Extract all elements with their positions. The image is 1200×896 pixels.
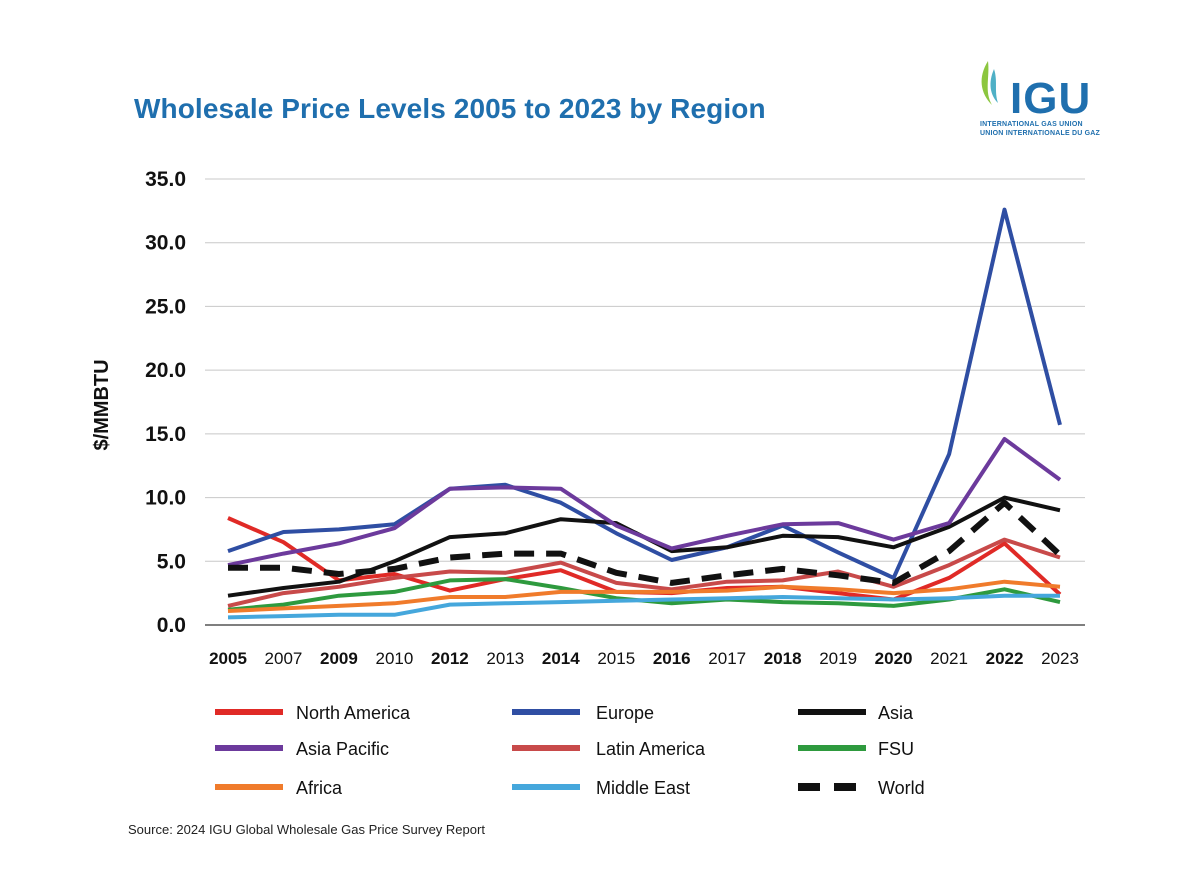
y-tick-label: 0.0 (157, 614, 186, 637)
x-tick-label: 2023 (1041, 649, 1079, 668)
x-tick-label: 2012 (431, 649, 469, 668)
x-tick-label: 2015 (597, 649, 635, 668)
y-tick-label: 25.0 (145, 295, 186, 318)
legend-label: Asia (878, 703, 914, 723)
legend-label: Africa (296, 778, 343, 798)
igu-logo-flame-icon (981, 61, 998, 105)
y-tick-label: 20.0 (145, 359, 186, 382)
x-tick-label: 2022 (986, 649, 1024, 668)
x-tick-label: 2009 (320, 649, 358, 668)
y-tick-label: 10.0 (145, 487, 186, 510)
x-tick-label: 2010 (375, 649, 413, 668)
chart-title: Wholesale Price Levels 2005 to 2023 by R… (134, 93, 766, 124)
y-tick-label: 5.0 (157, 550, 186, 573)
x-tick-label: 2014 (542, 649, 580, 668)
source-note: Source: 2024 IGU Global Wholesale Gas Pr… (128, 822, 485, 837)
legend-label: World (878, 778, 925, 798)
legend-label: Latin America (596, 739, 706, 759)
series-line-africa (227, 579, 1061, 613)
legend-label: FSU (878, 739, 914, 759)
x-tick-label: 2021 (930, 649, 968, 668)
legend-label: North America (296, 703, 411, 723)
series-line-world (228, 499, 1063, 586)
x-tick-label: 2020 (875, 649, 913, 668)
x-tick-label: 2007 (265, 649, 303, 668)
legend-label: Middle East (596, 778, 690, 798)
y-axis-label: $/MMBTU (91, 359, 113, 450)
y-tick-label: 30.0 (145, 232, 186, 255)
x-tick-label: 2018 (764, 649, 802, 668)
y-tick-label: 35.0 (145, 168, 186, 191)
logo-subtitle-en: INTERNATIONAL GAS UNION (980, 121, 1083, 128)
series-line-europe (227, 207, 1062, 580)
logo-subtitle-fr: UNION INTERNATIONALE DU GAZ (980, 130, 1100, 137)
x-tick-label: 2013 (486, 649, 524, 668)
x-tick-label: 2019 (819, 649, 857, 668)
x-tick-label: 2005 (209, 649, 247, 668)
series-line-asia-pacific (227, 437, 1062, 568)
logo-text: IGU (1010, 74, 1092, 123)
legend-label: Europe (596, 703, 654, 723)
legend-label: Asia Pacific (296, 739, 389, 759)
x-tick-label: 2017 (708, 649, 746, 668)
y-tick-label: 15.0 (145, 423, 186, 446)
series-line-latin-america (227, 537, 1061, 608)
series-line-middle-east (227, 593, 1060, 620)
x-tick-label: 2016 (653, 649, 691, 668)
